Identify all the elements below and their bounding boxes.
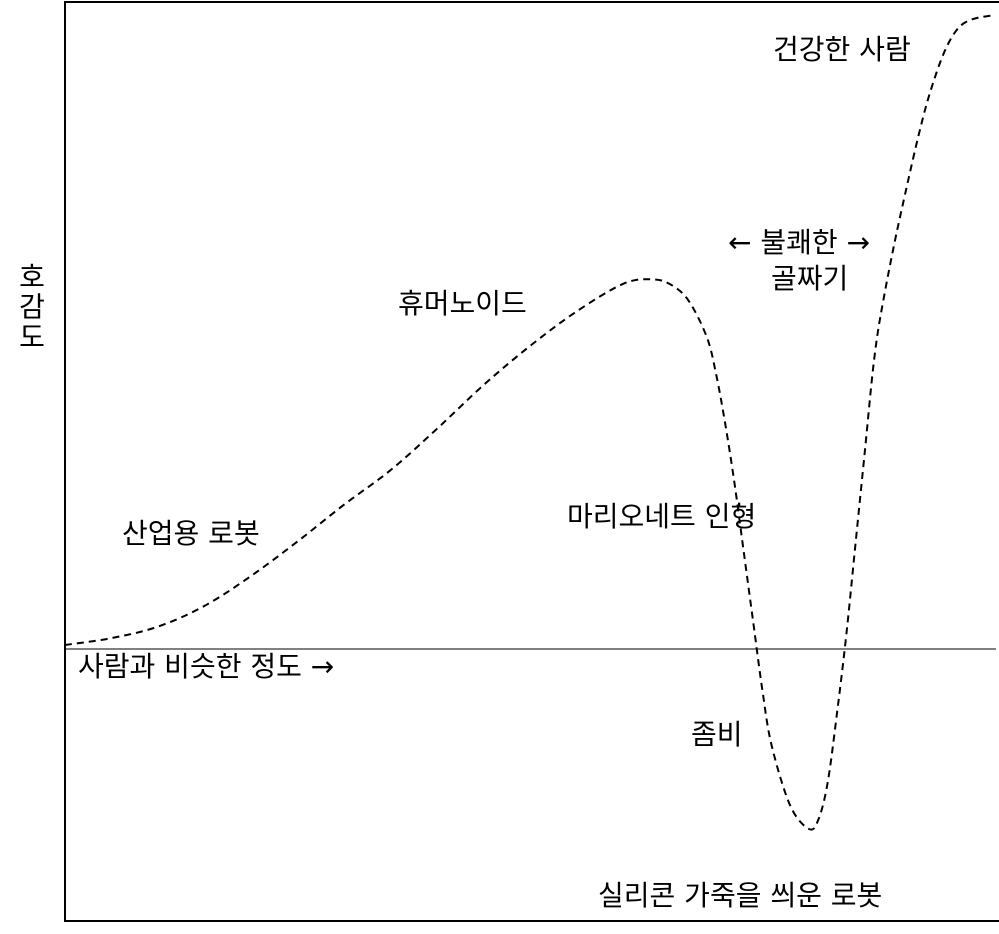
plot-frame: [64, 1, 999, 922]
annotation-silicone-robot: 실리콘 가죽을 씌운 로봇: [598, 879, 883, 912]
x-axis-label: 사람과 비슷한 정도 →: [78, 650, 334, 684]
arrow-right-icon: →: [846, 226, 871, 259]
annotation-uncanny: ← 불쾌한 →: [728, 226, 870, 260]
arrow-left-icon: ←: [728, 226, 752, 259]
annotation-uncanny-text: 불쾌한: [760, 226, 838, 259]
y-axis-label: 호감도: [14, 262, 47, 352]
x-axis-arrow-icon: →: [310, 650, 335, 683]
annotation-industrial-robot: 산업용 로봇: [122, 517, 260, 550]
x-axis-label-text: 사람과 비슷한 정도: [78, 650, 302, 683]
annotation-valley: 골짜기: [771, 262, 849, 295]
series-line: [64, 13, 996, 831]
annotation-marionette: 마리오네트 인형: [567, 500, 757, 533]
annotation-humanoid: 휴머노이드: [398, 287, 527, 320]
annotation-zombie: 좀비: [691, 718, 743, 751]
annotation-healthy-person: 건강한 사람: [773, 33, 911, 66]
